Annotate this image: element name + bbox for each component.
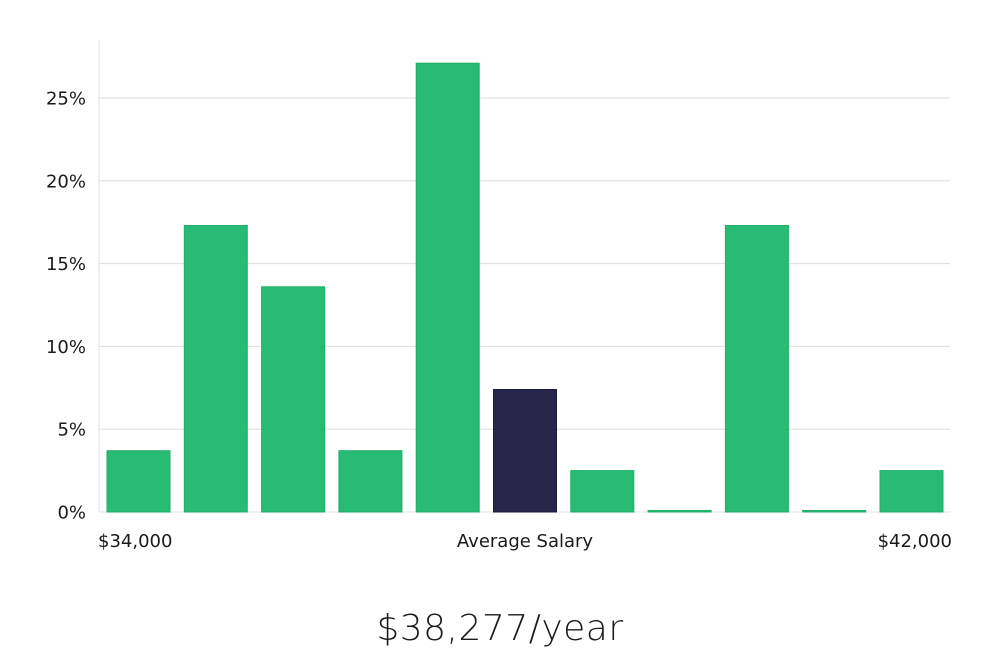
bar — [183, 225, 248, 513]
bar — [106, 450, 171, 513]
bars — [106, 62, 944, 513]
bar — [415, 62, 480, 513]
bar — [261, 286, 326, 513]
y-tick-label: 20% — [46, 171, 86, 192]
bar — [338, 450, 403, 513]
y-tick-label: 10% — [46, 337, 86, 358]
bar — [724, 225, 789, 513]
y-tick-label: 25% — [46, 89, 86, 110]
bar — [570, 470, 635, 513]
bar — [802, 510, 867, 513]
y-tick-label: 5% — [57, 420, 86, 441]
x-label-min: $34,000 — [98, 531, 172, 552]
y-tick-label: 0% — [57, 503, 86, 524]
y-tick-label: 15% — [46, 254, 86, 275]
y-tick-labels: 0% 5% 10% 15% 20% 25% — [46, 89, 86, 524]
bar — [647, 510, 712, 513]
x-label-average: Average Salary — [457, 531, 594, 552]
bar-average-salary — [493, 389, 557, 513]
salary-histogram: 0%5%10%15%20%25% $34,000 Average Salary … — [46, 40, 952, 552]
x-label-max: $42,000 — [878, 531, 952, 552]
bar — [879, 470, 944, 513]
average-salary-value: $38,277/year — [376, 608, 624, 649]
